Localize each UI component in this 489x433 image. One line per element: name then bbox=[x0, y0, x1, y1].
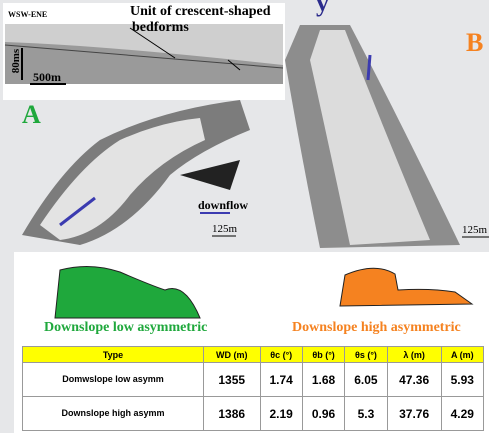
header-cell: WD (m) bbox=[203, 347, 260, 363]
annotation: bedforms bbox=[132, 20, 189, 36]
header-cell: θs (°) bbox=[345, 347, 387, 363]
profile-label: Downslope high asymmetric bbox=[292, 320, 461, 336]
value-cell: 0.96 bbox=[302, 397, 344, 431]
value-cell: 37.76 bbox=[387, 397, 441, 431]
type-cell: Domwslope low asymm bbox=[23, 363, 204, 397]
header-cell: θb (°) bbox=[302, 347, 344, 363]
title-fragment: y bbox=[316, 0, 329, 18]
header-cell: A (m) bbox=[441, 347, 483, 363]
horizontal-scale: 500m bbox=[33, 70, 61, 85]
value-cell: 47.36 bbox=[387, 363, 441, 397]
value-cell: 5.3 bbox=[345, 397, 387, 431]
flow-arrow bbox=[368, 55, 370, 80]
value-cell: 1355 bbox=[203, 363, 260, 397]
panel-label: A bbox=[22, 100, 41, 130]
scale-label: 125m bbox=[462, 224, 487, 236]
profile-label: Downslope low asymmetric bbox=[44, 320, 207, 336]
header-cell: Type bbox=[23, 347, 204, 363]
direction: WSW-ENE bbox=[8, 10, 47, 19]
flow-label: downflow bbox=[198, 198, 248, 213]
vertical-scale: 80ms bbox=[10, 49, 22, 73]
dark-patch bbox=[180, 160, 240, 190]
header-cell: λ (m) bbox=[387, 347, 441, 363]
panel-label: B bbox=[466, 28, 483, 58]
page: y WSW-ENE Unit of crescent-shaped bedfor… bbox=[0, 0, 489, 433]
value-cell: 4.29 bbox=[441, 397, 483, 431]
value-cell: 1.68 bbox=[302, 363, 344, 397]
header-cell: θc (°) bbox=[260, 347, 302, 363]
value-cell: 6.05 bbox=[345, 363, 387, 397]
value-cell: 5.93 bbox=[441, 363, 483, 397]
annotation: Unit of crescent-shaped bbox=[130, 4, 271, 20]
type-cell: Downslope high asymm bbox=[23, 397, 204, 431]
value-cell: 1.74 bbox=[260, 363, 302, 397]
value-cell: 1386 bbox=[203, 397, 260, 431]
value-cell: 2.19 bbox=[260, 397, 302, 431]
scale-label: 125m bbox=[212, 223, 237, 235]
